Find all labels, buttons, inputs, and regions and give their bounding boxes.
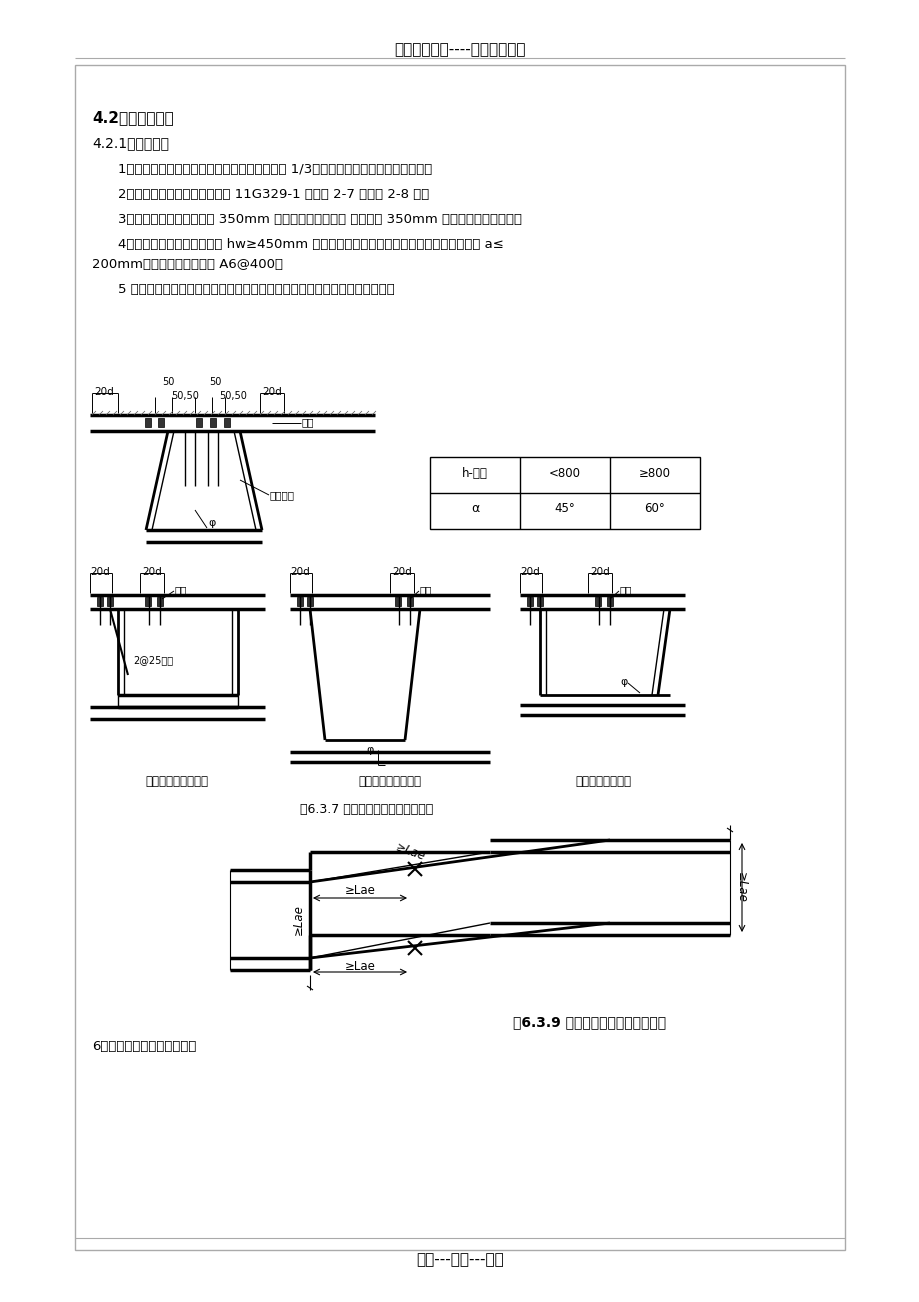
Text: 45°: 45°: [554, 503, 574, 516]
Text: 20d: 20d: [142, 566, 162, 577]
Text: ≥Lae: ≥Lae: [345, 960, 375, 973]
Text: 次梁高于主梁做法一: 次梁高于主梁做法一: [145, 775, 209, 788]
Text: ≥Lae: ≥Lae: [291, 905, 304, 935]
Text: 50: 50: [162, 378, 174, 387]
Text: 附加箍筋: 附加箍筋: [269, 490, 295, 500]
Bar: [537, 598, 542, 605]
Text: 20d: 20d: [262, 387, 281, 397]
Text: 20d: 20d: [391, 566, 412, 577]
Bar: [607, 598, 612, 605]
Bar: [96, 598, 103, 605]
Text: 50,50: 50,50: [219, 391, 246, 401]
Text: φ: φ: [619, 677, 627, 687]
Text: ≥800: ≥800: [639, 467, 670, 480]
Text: 4、框架梁侧面纵向钢筋构造 hw≥450mm 时，在梁的两个侧面沿高度配置构造钢筋，间距 a≤: 4、框架梁侧面纵向钢筋构造 hw≥450mm 时，在梁的两个侧面沿高度配置构造钢…: [118, 238, 504, 251]
Bar: [145, 598, 151, 605]
Text: 60°: 60°: [644, 503, 664, 516]
Bar: [297, 598, 302, 605]
Text: 精选优质文档----倾情为你奉上: 精选优质文档----倾情为你奉上: [394, 42, 525, 57]
Text: ≥Lae: ≥Lae: [392, 841, 426, 863]
Text: <800: <800: [549, 467, 581, 480]
Text: 专心---专注---专业: 专心---专注---专业: [415, 1253, 504, 1267]
Text: 吊筋: 吊筋: [619, 585, 632, 595]
Text: 20d: 20d: [90, 566, 109, 577]
Text: 4.2、梁钢筋绑扎: 4.2、梁钢筋绑扎: [92, 109, 174, 125]
Text: 5 、主梁与次梁支座处箍筋应贯通布置，附加箍筋、附加吊筋构造做法详图：: 5 、主梁与次梁支座处箍筋应贯通布置，附加箍筋、附加吊筋构造做法详图：: [118, 283, 394, 296]
Text: 吊筋: 吊筋: [175, 585, 187, 595]
Text: 吊筋: 吊筋: [301, 417, 314, 427]
Text: 20d: 20d: [519, 566, 539, 577]
Text: 4.2.1构造要求：: 4.2.1构造要求：: [92, 135, 169, 150]
Text: 20d: 20d: [289, 566, 310, 577]
Text: h-梁高: h-梁高: [461, 467, 487, 480]
Text: 悬挑梁端吊筋做法: 悬挑梁端吊筋做法: [574, 775, 630, 788]
Text: φ: φ: [366, 745, 373, 755]
Bar: [527, 598, 532, 605]
Text: 吊筋: 吊筋: [420, 585, 432, 595]
Text: 50,50: 50,50: [171, 391, 199, 401]
Text: 图6.3.9 变标高框架梁钢筋做法示意: 图6.3.9 变标高框架梁钢筋做法示意: [513, 1016, 666, 1029]
Bar: [75, 65, 844, 1250]
Bar: [145, 418, 151, 427]
Text: φ: φ: [208, 518, 215, 529]
Text: 200mm。未注明的拉筋均为 A6@400。: 200mm。未注明的拉筋均为 A6@400。: [92, 258, 283, 271]
Bar: [210, 418, 216, 427]
Bar: [118, 695, 238, 707]
Text: 20d: 20d: [589, 566, 609, 577]
Text: 图6.3.7 梁附加吊筋、箍筋做法示意: 图6.3.7 梁附加吊筋、箍筋做法示意: [300, 803, 433, 816]
Bar: [107, 598, 113, 605]
Bar: [406, 598, 413, 605]
Bar: [429, 457, 699, 529]
Text: 20d: 20d: [94, 387, 114, 397]
Text: 50: 50: [209, 378, 221, 387]
Text: 3、未注明的梁宽大于等于 350mm 时，梁箍筋为四肢箍 梁宽小于 350mm 时，梁箍筋为双支箍。: 3、未注明的梁宽大于等于 350mm 时，梁箍筋为四肢箍 梁宽小于 350mm …: [118, 214, 521, 227]
Text: ≥Lae: ≥Lae: [345, 884, 375, 897]
Text: 2@25拉筋: 2@25拉筋: [133, 655, 173, 665]
Bar: [223, 418, 230, 427]
Bar: [595, 598, 600, 605]
Text: 2、框架梁纵向钢筋构造做法详 11G329-1 图集第 2-7 页和第 2-8 页。: 2、框架梁纵向钢筋构造做法详 11G329-1 图集第 2-7 页和第 2-8 …: [118, 187, 429, 201]
Bar: [157, 598, 163, 605]
Bar: [158, 418, 164, 427]
Text: ≥Lae: ≥Lae: [734, 871, 747, 902]
Text: α: α: [471, 503, 479, 516]
Text: 次梁高于主梁做法二: 次梁高于主梁做法二: [358, 775, 421, 788]
Bar: [196, 418, 202, 427]
Text: 6、变标高框架梁钢筋做法：: 6、变标高框架梁钢筋做法：: [92, 1040, 196, 1053]
Bar: [394, 598, 401, 605]
Bar: [307, 598, 312, 605]
Text: 1、框架梁纵向钢筋接头位置：上部纵筋在跨中 1/3跨度范围，下部纵筋在支座范围。: 1、框架梁纵向钢筋接头位置：上部纵筋在跨中 1/3跨度范围，下部纵筋在支座范围。: [118, 163, 432, 176]
